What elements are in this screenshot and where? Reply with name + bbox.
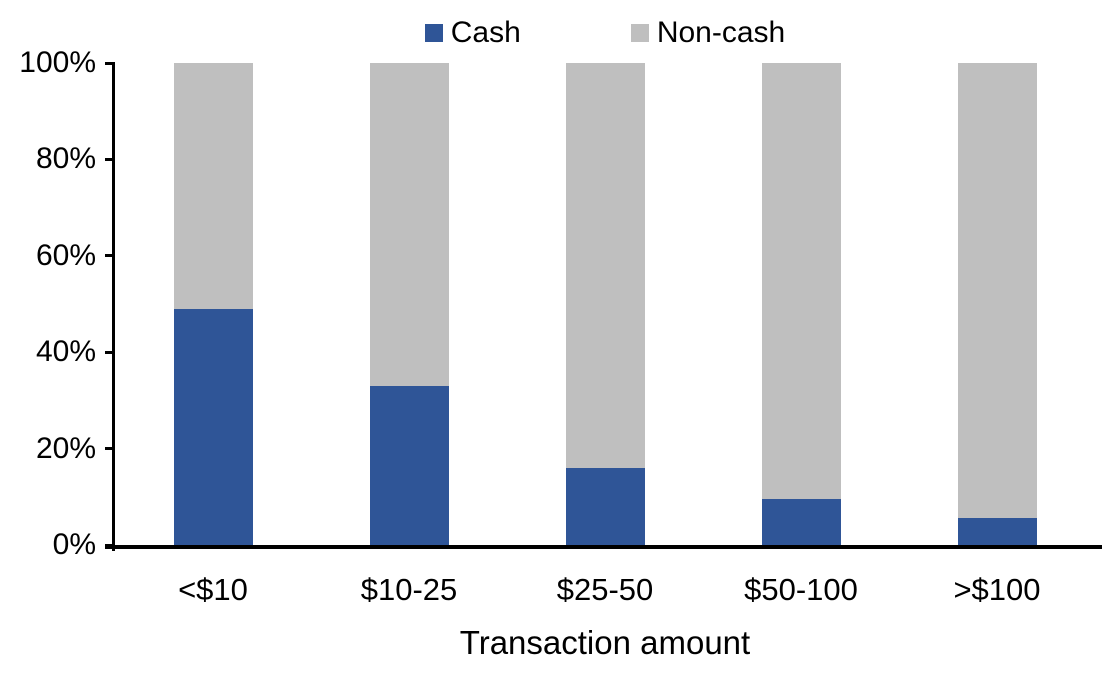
- y-axis-tick: [105, 157, 115, 161]
- x-axis-line: [105, 545, 1102, 549]
- y-axis-tick: [105, 254, 115, 258]
- legend-swatch-noncash-icon: [630, 24, 649, 42]
- legend-label-noncash: Non-cash: [656, 16, 786, 49]
- bar-segment-non-cash-1: [369, 63, 449, 386]
- y-axis-tick-label: 20%: [35, 431, 96, 465]
- bar-segment-non-cash-3: [761, 63, 841, 500]
- bar-segment-cash-0: [173, 308, 253, 545]
- bar-segment-cash-2: [565, 467, 645, 545]
- x-category-label: $25-50: [556, 572, 654, 607]
- y-axis-tick-label: 100%: [19, 46, 96, 79]
- x-category-label: $50-100: [744, 572, 858, 607]
- bar-segment-non-cash-4: [957, 63, 1037, 519]
- x-category-label: $10-25: [360, 572, 458, 607]
- y-axis-tick: [105, 447, 115, 451]
- legend-label-cash: Cash: [450, 16, 521, 49]
- bar-segment-non-cash-2: [565, 63, 645, 468]
- y-axis-tick-label: 0%: [52, 528, 96, 561]
- y-axis-tick-label: 40%: [35, 335, 96, 369]
- x-category-label: >$100: [953, 572, 1041, 607]
- legend: Cash Non-cash: [115, 16, 1095, 50]
- y-axis-tick-label: 60%: [35, 238, 96, 272]
- bar-segment-cash-1: [369, 385, 449, 545]
- y-axis-tick: [105, 350, 115, 354]
- bar-segment-non-cash-0: [173, 63, 253, 309]
- bar-segment-cash-3: [761, 499, 841, 545]
- y-axis-tick-label: 80%: [35, 142, 96, 176]
- legend-item-noncash: Non-cash: [630, 16, 786, 50]
- y-axis-line: [112, 63, 115, 551]
- legend-swatch-cash-icon: [424, 24, 443, 42]
- x-axis-title: Transaction amount: [459, 624, 751, 661]
- bar-segment-cash-4: [957, 518, 1037, 545]
- legend-item-cash: Cash: [424, 16, 521, 50]
- y-axis-tick: [105, 61, 115, 65]
- y-axis-tick: [105, 543, 115, 547]
- x-category-label: <$10: [178, 572, 248, 607]
